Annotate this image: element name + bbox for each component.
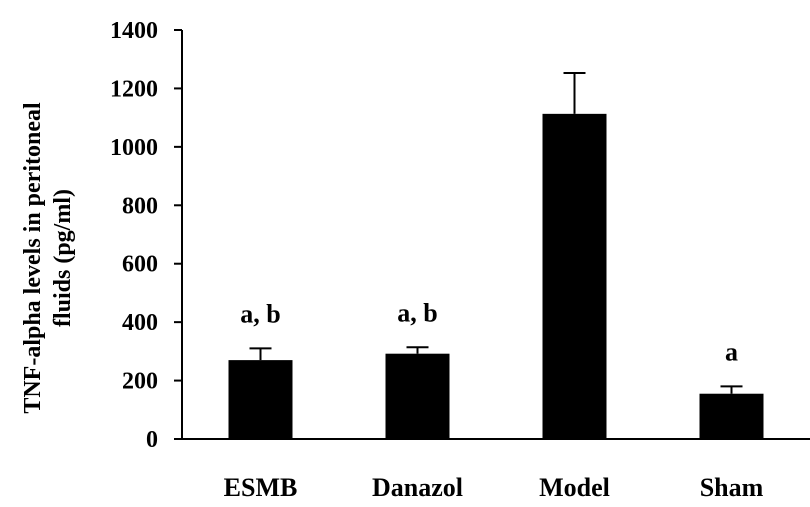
y-tick-label: 600	[122, 252, 158, 278]
bar-esmb	[228, 360, 293, 439]
significance-label: a, b	[240, 299, 280, 328]
y-axis-ticks: 0 200 400 600 800 1000 1200 1400	[110, 18, 182, 453]
y-axis-title-line1: TNF-alpha levels in peritoneal	[20, 102, 46, 414]
y-tick-label: 800	[122, 193, 158, 219]
y-axis-title: TNF-alpha levels in peritoneal fluids (p…	[20, 102, 76, 414]
y-tick-label: 1000	[110, 135, 158, 161]
y-tick-label: 200	[122, 369, 158, 395]
significance-label: a, b	[397, 298, 437, 327]
bar-danazol	[385, 353, 450, 439]
y-tick-label: 400	[122, 310, 158, 336]
bar-sham	[699, 393, 764, 439]
significance-label: a	[725, 337, 738, 366]
x-tick-label: Model	[539, 473, 610, 502]
y-tick-label: 0	[146, 427, 158, 453]
x-axis-labels: ESMB Danazol Model Sham	[224, 473, 764, 502]
x-tick-label: ESMB	[224, 473, 298, 502]
y-tick-label: 1400	[110, 18, 158, 44]
y-tick-label: 1200	[110, 76, 158, 102]
bars: a, b a, b a	[228, 71, 764, 439]
bar-model	[542, 113, 607, 439]
y-axis-title-line2: fluids (pg/ml)	[50, 189, 76, 327]
x-tick-label: Sham	[700, 473, 764, 502]
axes	[181, 30, 810, 440]
x-tick-label: Danazol	[372, 473, 463, 502]
